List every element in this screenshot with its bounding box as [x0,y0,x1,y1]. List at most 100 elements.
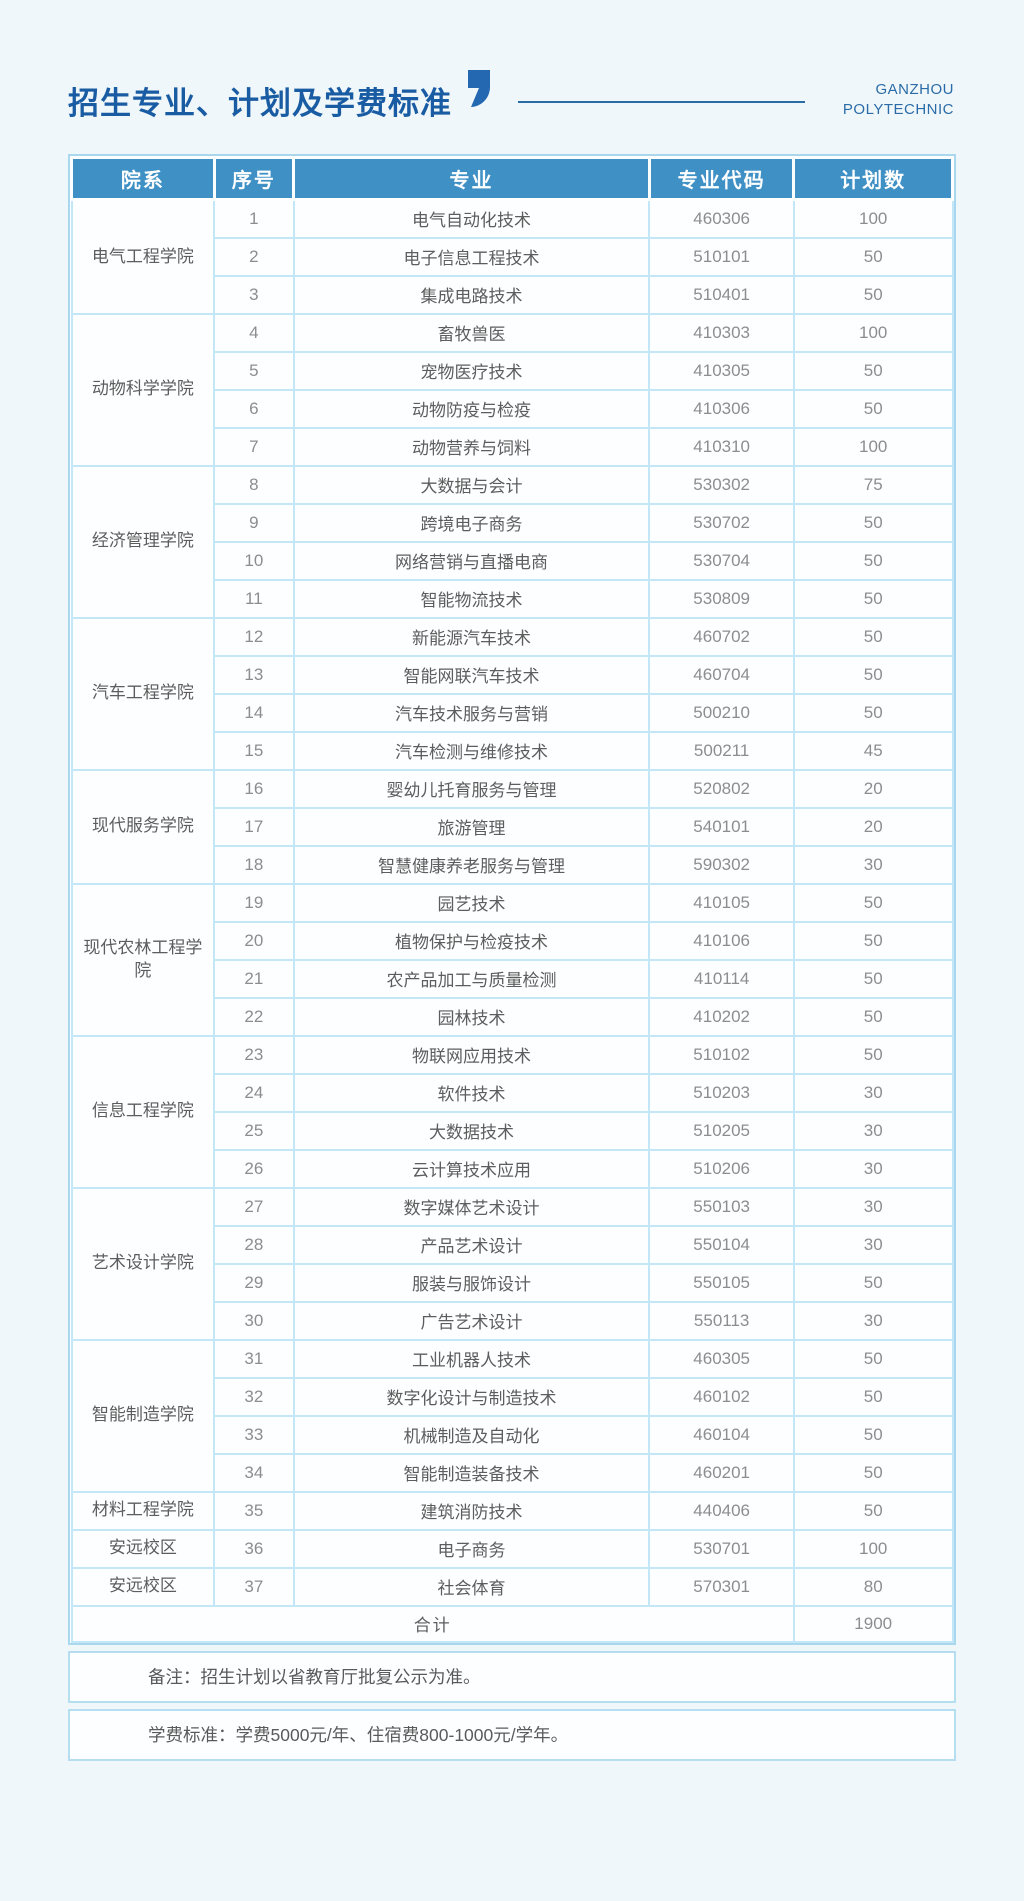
cell-plan: 50 [792,502,954,543]
cell-no: 30 [213,1300,295,1341]
cell-major: 大数据与会计 [292,464,651,505]
cell-no: 32 [213,1376,295,1417]
cell-code: 410114 [648,958,795,999]
cell-major: 集成电路技术 [292,274,651,315]
cell-plan: 50 [792,1338,954,1379]
cell-no: 13 [213,654,295,695]
cell-code: 540101 [648,806,795,847]
cell-no: 19 [213,882,295,923]
cell-no: 14 [213,692,295,733]
cell-major: 跨境电子商务 [292,502,651,543]
cell-plan: 50 [792,1414,954,1455]
cell-plan: 30 [792,1186,954,1227]
cell-major: 数字化设计与制造技术 [292,1376,651,1417]
cell-plan: 30 [792,844,954,885]
cell-plan: 50 [792,1034,954,1075]
brand-line2: POLYTECHNIC [842,101,954,118]
cell-no: 16 [213,768,295,809]
cell-code: 520802 [648,768,795,809]
cell-major: 园林技术 [292,996,651,1037]
table-row: 智能制造学院 31 工业机器人技术 460305 50 [70,1338,954,1493]
cell-no: 28 [213,1224,295,1265]
cell-no: 10 [213,540,295,581]
table-row: 汽车工程学院 12 新能源汽车技术 460702 50 [70,616,954,771]
cell-major: 智能网联汽车技术 [292,654,651,695]
cell-code: 530702 [648,502,795,543]
cell-no: 29 [213,1262,295,1303]
cell-code: 460104 [648,1414,795,1455]
table-row: 30 广告艺术设计 550113 30 [72,1300,954,1341]
cell-major: 汽车检测与维修技术 [292,730,651,771]
cell-plan: 50 [792,1452,954,1493]
table-row: 15 汽车检测与维修技术 500211 45 [72,730,954,771]
cell-no: 11 [213,578,295,619]
cell-plan: 75 [792,464,954,505]
cell-no: 8 [213,464,295,505]
table-row: 7 动物营养与饲料 410310 100 [72,426,954,467]
cell-major: 社会体育 [292,1566,651,1607]
cell-major: 大数据技术 [292,1110,651,1151]
department-cell: 电气工程学院 [70,198,216,315]
table-row: 2 电子信息工程技术 510101 50 [72,236,954,277]
cell-code: 510102 [648,1034,795,1075]
cell-major: 汽车技术服务与营销 [292,692,651,733]
cell-plan: 50 [792,692,954,733]
department-cell: 信息工程学院 [70,1034,216,1189]
cell-major: 物联网应用技术 [292,1034,651,1075]
table-row: 信息工程学院 23 物联网应用技术 510102 50 [70,1034,954,1189]
page-header: 招生专业、计划及学费标准 GANZHOU POLYTECHNIC [68,69,954,122]
department-cell: 安远校区 [70,1566,216,1607]
table-row: 20 植物保护与检疫技术 410106 50 [72,920,954,961]
cell-code: 510101 [648,236,795,277]
table-row: 26 云计算技术应用 510206 30 [72,1148,954,1189]
cell-major: 动物营养与饲料 [292,426,651,467]
cell-plan: 50 [792,1262,954,1303]
table-row: 24 软件技术 510203 30 [72,1072,954,1113]
total-value: 1900 [792,1604,954,1643]
cell-no: 4 [213,312,295,353]
cell-no: 36 [213,1528,295,1569]
cell-major: 网络营销与直播电商 [292,540,651,581]
table-row: 经济管理学院 8 大数据与会计 530302 75 [70,464,954,619]
cell-no: 21 [213,958,295,999]
cell-no: 2 [213,236,295,277]
cell-plan: 20 [792,768,954,809]
table-row: 3 集成电路技术 510401 50 [72,274,954,315]
cell-code: 570301 [648,1566,795,1607]
table-row: 14 汽车技术服务与营销 500210 50 [72,692,954,733]
cell-plan: 100 [792,312,954,353]
cell-no: 6 [213,388,295,429]
cell-code: 410105 [648,882,795,923]
cell-major: 新能源汽车技术 [292,616,651,657]
cell-no: 12 [213,616,295,657]
cell-major: 工业机器人技术 [292,1338,651,1379]
cell-code: 510401 [648,274,795,315]
cell-major: 电子商务 [292,1528,651,1569]
table-row: 21 农产品加工与质量检测 410114 50 [72,958,954,999]
cell-code: 460702 [648,616,795,657]
note-tuition: 学费标准：学费5000元/年、住宿费800-1000元/学年。 [68,1708,956,1761]
cell-no: 27 [213,1186,295,1227]
department-cell: 经济管理学院 [70,464,216,619]
brand-text: GANZHOU POLYTECHNIC [843,80,954,121]
quote-mark-icon [468,69,490,107]
cell-code: 550105 [648,1262,795,1303]
department-cell: 现代服务学院 [70,768,216,885]
table-row: 33 机械制造及自动化 460104 50 [72,1414,954,1455]
table-row: 32 数字化设计与制造技术 460102 50 [72,1376,954,1417]
cell-code: 460305 [648,1338,795,1379]
cell-no: 17 [213,806,295,847]
table-row: 安远校区 37 社会体育 570301 80 [70,1566,954,1607]
cell-no: 24 [213,1072,295,1113]
cell-plan: 50 [792,882,954,923]
cell-major: 智慧健康养老服务与管理 [292,844,651,885]
cell-plan: 50 [792,274,954,315]
cell-no: 7 [213,426,295,467]
column-header: 专业 [292,156,651,201]
cell-plan: 50 [792,350,954,391]
cell-no: 3 [213,274,295,315]
cell-code: 530704 [648,540,795,581]
cell-major: 农产品加工与质量检测 [292,958,651,999]
cell-code: 410310 [648,426,795,467]
cell-no: 26 [213,1148,295,1189]
